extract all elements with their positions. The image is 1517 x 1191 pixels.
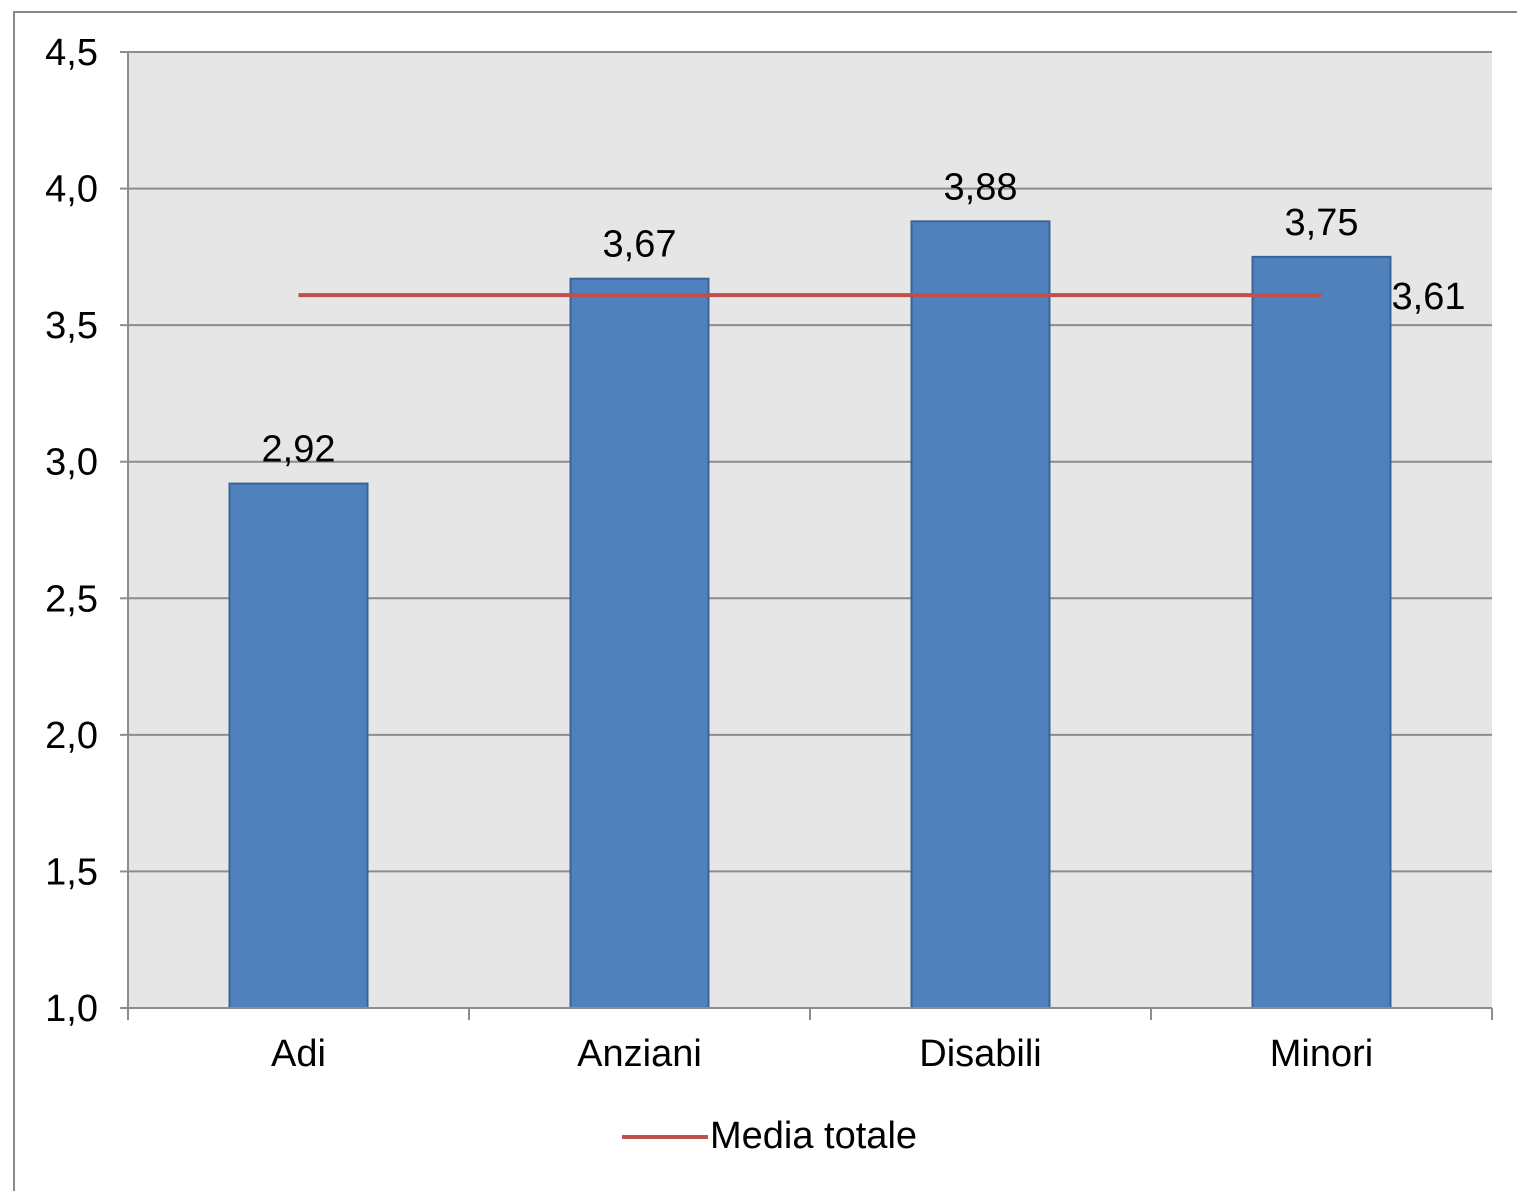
legend: Media totale bbox=[622, 1115, 917, 1157]
data-label-minori: 3,75 bbox=[1285, 202, 1359, 244]
y-tick-label: 1,0 bbox=[45, 988, 98, 1030]
bar-minori bbox=[1251, 255, 1392, 1010]
bar-adi bbox=[228, 482, 369, 1009]
x-tick-label-disabili: Disabili bbox=[919, 1033, 1041, 1075]
x-tick-label-adi: Adi bbox=[271, 1033, 326, 1075]
legend-label-media-totale: Media totale bbox=[710, 1115, 917, 1157]
y-tick-label: 1,5 bbox=[45, 851, 98, 893]
data-label-anziani: 3,67 bbox=[603, 224, 677, 266]
y-tick-label: 4,0 bbox=[45, 169, 98, 211]
bars bbox=[228, 220, 1392, 1010]
average-line-label: 3,61 bbox=[1392, 276, 1466, 318]
x-tick-label-anziani: Anziani bbox=[577, 1033, 702, 1075]
y-tick-label: 4,5 bbox=[45, 32, 98, 74]
average-line-group: 3,61 bbox=[298, 276, 1466, 318]
x-tick-labels: Adi Anziani Disabili Minori bbox=[271, 1033, 1373, 1075]
x-tick-label-minori: Minori bbox=[1270, 1033, 1373, 1075]
axes bbox=[127, 52, 1493, 1020]
y-tick-label: 2,5 bbox=[45, 578, 98, 620]
y-tick-label: 2,0 bbox=[45, 715, 98, 757]
data-label-disabili: 3,88 bbox=[944, 166, 1018, 208]
bar-disabili bbox=[910, 220, 1051, 1009]
y-tick-label: 3,0 bbox=[45, 442, 98, 484]
data-label-adi: 2,92 bbox=[262, 429, 336, 471]
bar-anziani bbox=[569, 277, 710, 1009]
y-tick-labels: 1,0 1,5 2,0 2,5 3,0 3,5 4,0 4,5 bbox=[45, 32, 98, 1030]
y-tick-label: 3,5 bbox=[45, 305, 98, 347]
data-labels: 2,92 3,67 3,88 3,75 bbox=[262, 166, 1359, 470]
